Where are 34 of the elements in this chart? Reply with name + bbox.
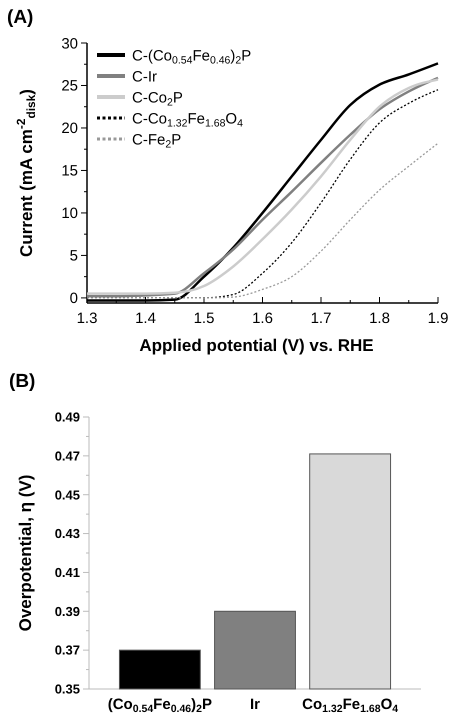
y-tick-label: 0.43 bbox=[54, 526, 80, 542]
y-tick-label: 5 bbox=[70, 248, 78, 265]
y-tick-label: 0.35 bbox=[54, 682, 80, 697]
y-tick-label: 15 bbox=[61, 162, 78, 180]
x-tick-label: Co$_{1.32}$Fe$_{1.68}$O$_{4}$ bbox=[302, 696, 398, 715]
legend-label: C-Co$_{1.32}$Fe$_{1.68}$O$_{4}$ bbox=[132, 110, 244, 129]
x-tick-label: Ir bbox=[250, 696, 260, 713]
y-tick-label: 20 bbox=[61, 120, 78, 138]
chart-title: (A) bbox=[7, 7, 34, 28]
x-tick-label: 1.4 bbox=[135, 310, 156, 327]
legend-label: C-Fe$_{2}$P bbox=[132, 131, 182, 150]
y-tick-label: 0.45 bbox=[54, 487, 80, 502]
y-tick-label: 10 bbox=[61, 205, 78, 222]
y-tick-label: 30 bbox=[61, 35, 78, 52]
x-tick-label: 1.9 bbox=[428, 310, 448, 327]
y-tick-label: 0.49 bbox=[54, 410, 80, 425]
y-tick-label: 0.37 bbox=[54, 642, 80, 658]
legend-label: C-(Co$_{0.54}$Fe$_{0.46}$)$_{2}$P bbox=[132, 47, 252, 66]
x-tick-label: 1.7 bbox=[310, 310, 332, 327]
y-tick-label: 25 bbox=[61, 78, 78, 95]
y-tick-label: 0.41 bbox=[54, 564, 80, 580]
y-tick-label: 0.39 bbox=[54, 604, 80, 619]
x-tick-label: 1.6 bbox=[252, 310, 273, 327]
legend-label: C-Co$_{2}$P bbox=[132, 89, 183, 108]
x-tick-label: 1.8 bbox=[369, 310, 390, 327]
x-tick-label: 1.3 bbox=[76, 310, 98, 327]
y-tick-label: 0.47 bbox=[54, 448, 80, 464]
x-tick-label: 1.5 bbox=[194, 310, 214, 327]
x-axis-title: Applied potential (V) vs. RHE bbox=[139, 336, 374, 355]
x-tick-label: (Co$_{0.54}$Fe$_{0.46}$)$_{2}$P bbox=[108, 696, 212, 715]
chart-title: (B) bbox=[9, 371, 36, 392]
legend-label: C-Ir bbox=[132, 68, 157, 86]
y-tick-label: 0 bbox=[70, 290, 78, 308]
y-axis-title: Overpotential, η (V) bbox=[16, 474, 35, 632]
